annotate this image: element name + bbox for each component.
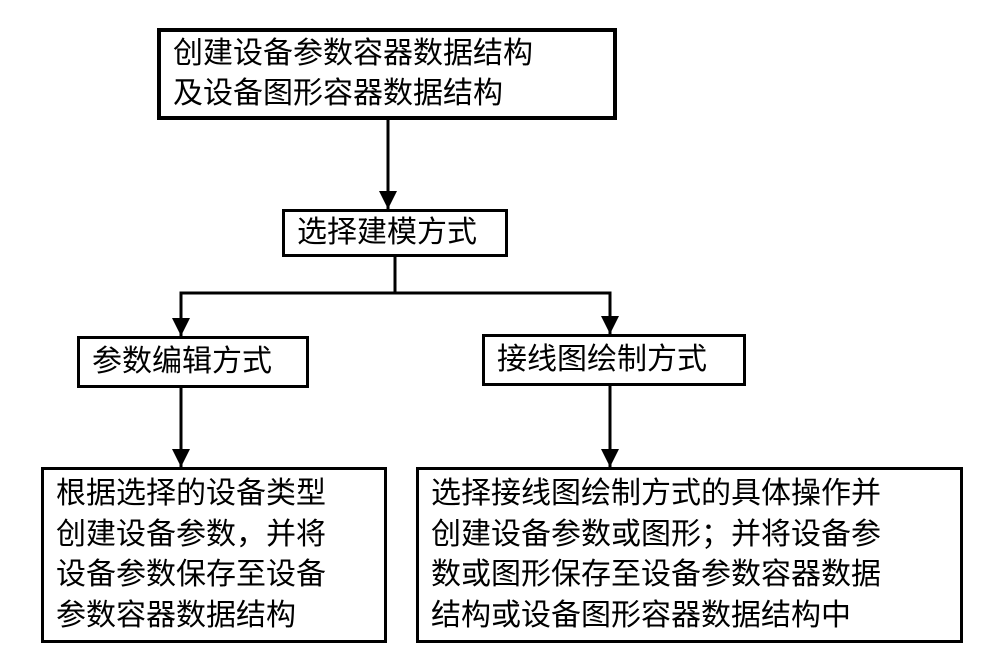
node-param-edit-detail: 根据选择的设备类型 创建设备参数，并将 设备参数保存至设备 参数容器数据结构 [41,467,387,643]
node-text: 选择建模方式 [297,213,477,254]
node-text: 创建设备参数容器数据结构 及设备图形容器数据结构 [173,34,533,115]
node-wiring-draw-mode: 接线图绘制方式 [482,334,746,386]
node-text: 接线图绘制方式 [497,340,707,381]
node-param-edit-mode: 参数编辑方式 [77,336,309,388]
node-text: 参数编辑方式 [92,342,272,383]
node-select-model-mode: 选择建模方式 [282,209,508,257]
node-text: 选择接线图绘制方式的具体操作并 创建设备参数或图形；并将设备参 数或图形保存至设… [431,474,881,636]
node-wiring-draw-detail: 选择接线图绘制方式的具体操作并 创建设备参数或图形；并将设备参 数或图形保存至设… [416,467,963,643]
node-create-containers: 创建设备参数容器数据结构 及设备图形容器数据结构 [157,28,617,120]
node-text: 根据选择的设备类型 创建设备参数，并将 设备参数保存至设备 参数容器数据结构 [56,474,326,636]
